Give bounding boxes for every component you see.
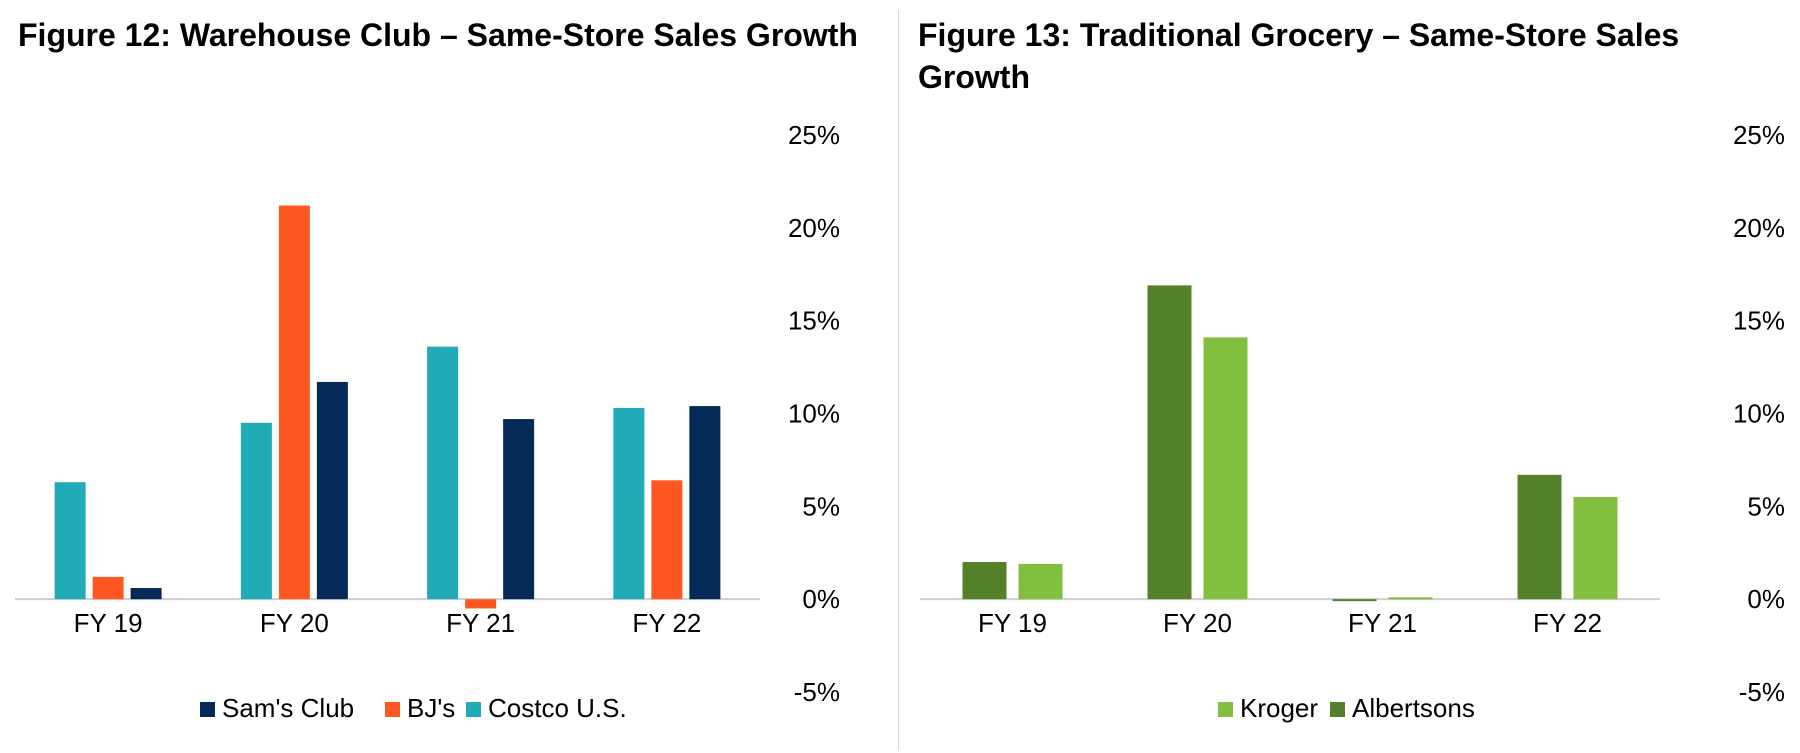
y-tick-label: -5% [1739, 677, 1785, 707]
bar-bj-s [465, 599, 497, 609]
y-tick-label: 25% [1733, 120, 1785, 150]
bar-albertsons [1332, 599, 1377, 602]
figure-12-panel: Figure 12: Warehouse Club – Same-Store S… [15, 17, 858, 723]
legend-swatch [385, 702, 400, 717]
bar-sam-s-club [689, 406, 721, 600]
bar-sam-s-club [316, 381, 348, 600]
legend-swatch [466, 702, 481, 717]
y-tick-label: 0% [1747, 584, 1785, 614]
figure-13-chart: 25% 20% 15% 10% 5% 0% -5% FY 19 FY 20 FY 21 FY 22 K… [920, 120, 1785, 723]
figure-12-chart: 25% 20% 15% 10% 5% 0% -5% FY 19 FY 20 FY 21 FY 22 S… [15, 120, 840, 723]
bar-costco-u-s [427, 346, 459, 600]
legend-swatch [1330, 702, 1345, 717]
legend-label: BJ's [407, 693, 455, 723]
bar-bj-s [92, 576, 124, 600]
figure-12-title: Figure 12: Warehouse Club – Same-Store S… [18, 17, 858, 53]
x-category-label: FY 21 [1348, 608, 1417, 638]
bar-costco-u-s [240, 422, 272, 600]
bar-kroger [1018, 563, 1063, 600]
y-tick-label: 20% [1733, 213, 1785, 243]
x-category-label: FY 19 [978, 608, 1047, 638]
legend-swatch [1218, 702, 1233, 717]
x-category-label: FY 20 [1163, 608, 1232, 638]
bar-kroger [1573, 497, 1618, 600]
bar-sam-s-club [503, 419, 535, 600]
y-tick-label: 10% [1733, 399, 1785, 429]
panel-divider [898, 10, 899, 750]
x-category-label: FY 19 [74, 608, 143, 638]
x-category-label: FY 21 [446, 608, 515, 638]
bar-costco-u-s [613, 407, 645, 600]
y-tick-label: 25% [788, 120, 840, 150]
bar-bj-s [651, 480, 683, 600]
y-tick-label: 15% [1733, 306, 1785, 336]
bar-bj-s [278, 205, 310, 600]
x-category-label: FY 22 [632, 608, 701, 638]
legend-swatch [200, 702, 215, 717]
figure-13-title: Figure 13: Traditional Grocery – Same-St… [918, 17, 1680, 95]
y-tick-label: 20% [788, 213, 840, 243]
x-category-label: FY 20 [260, 608, 329, 638]
y-tick-label: 5% [802, 491, 840, 521]
figure-13-panel: Figure 13: Traditional Grocery – Same-St… [900, 0, 1800, 753]
bar-costco-u-s [54, 482, 86, 600]
y-tick-label: 0% [802, 584, 840, 614]
bar-sam-s-club [130, 588, 162, 600]
bar-albertsons [962, 562, 1007, 600]
y-tick-label: 15% [788, 306, 840, 336]
legend-label: Costco U.S. [488, 693, 627, 723]
legend-label: Kroger [1240, 693, 1318, 723]
y-tick-label: 10% [788, 399, 840, 429]
bar-kroger [1388, 597, 1433, 600]
legend-label: Albertsons [1352, 693, 1475, 723]
bar-albertsons [1147, 285, 1192, 600]
x-category-label: FY 22 [1533, 608, 1602, 638]
bar-kroger [1203, 337, 1248, 600]
y-tick-label: -5% [794, 677, 840, 707]
y-tick-label: 5% [1747, 491, 1785, 521]
legend-label: Sam's Club [222, 693, 354, 723]
bar-albertsons [1517, 474, 1562, 600]
